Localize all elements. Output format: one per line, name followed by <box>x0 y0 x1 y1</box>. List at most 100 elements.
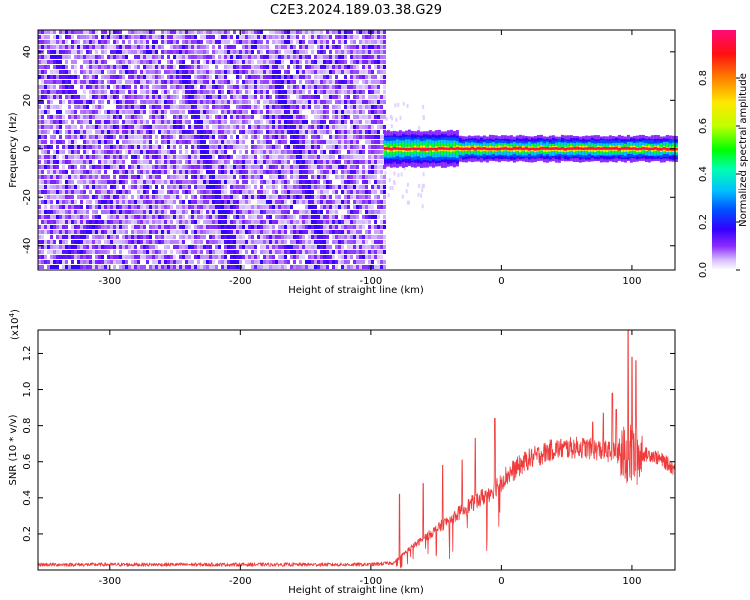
heatmap-cell <box>221 80 224 84</box>
heatmap-cell <box>131 145 134 149</box>
heatmap-cell <box>50 165 53 169</box>
heatmap-cell <box>269 145 272 149</box>
heatmap-cell <box>47 75 50 79</box>
heatmap-cell <box>302 30 305 34</box>
heatmap-cell <box>362 180 365 184</box>
heatmap-cell <box>119 55 122 59</box>
heatmap-cell <box>80 120 83 124</box>
heatmap-cell <box>377 55 380 59</box>
heatmap-cell <box>230 165 233 169</box>
heatmap-cell <box>206 145 209 149</box>
heatmap-cell <box>68 210 71 214</box>
heatmap-cell <box>143 130 146 134</box>
heatmap-cell <box>98 135 101 139</box>
heatmap-cell <box>107 210 110 214</box>
heatmap-cell <box>62 230 65 234</box>
heatmap-cell <box>59 215 62 219</box>
heatmap-cell <box>71 190 74 194</box>
heatmap-cell <box>173 235 176 239</box>
heatmap-cell <box>308 30 311 34</box>
heatmap-cell <box>173 165 176 169</box>
heatmap-cell <box>47 60 50 64</box>
heatmap-cell <box>251 30 254 34</box>
heatmap-cell <box>308 105 311 109</box>
heatmap-cell <box>254 250 257 254</box>
heatmap-cell <box>257 110 260 114</box>
heatmap-cell <box>38 155 41 159</box>
heatmap-cell <box>257 75 260 79</box>
heatmap-cell <box>302 265 305 269</box>
heatmap-cell <box>143 50 146 54</box>
heatmap-cell <box>299 150 302 154</box>
heatmap-cell <box>377 105 380 109</box>
heatmap-cell <box>149 45 152 49</box>
heatmap-cell <box>350 250 353 254</box>
heatmap-cell <box>77 260 80 264</box>
heatmap-cell <box>242 155 245 159</box>
heatmap-cell <box>113 70 116 74</box>
heatmap-cell <box>302 200 305 204</box>
heatmap-cell <box>131 95 134 99</box>
heatmap-cell <box>89 190 92 194</box>
heatmap-cell <box>176 195 179 199</box>
heatmap-cell <box>152 125 155 129</box>
heatmap-cell <box>80 55 83 59</box>
heatmap-cell <box>197 105 200 109</box>
heatmap-cell <box>194 160 197 164</box>
heatmap-cell <box>254 55 257 59</box>
heatmap-cell <box>224 115 227 119</box>
heatmap-cell <box>95 30 98 34</box>
heatmap-cell <box>158 85 161 89</box>
heatmap-cell <box>263 260 266 264</box>
heatmap-cell <box>155 145 158 149</box>
heatmap-cell <box>320 220 323 224</box>
heatmap-cell <box>194 130 197 134</box>
heatmap-cell <box>185 225 188 229</box>
heatmap-cell <box>418 125 421 130</box>
heatmap-cell <box>263 115 266 119</box>
heatmap-cell <box>420 193 423 198</box>
heatmap-cell <box>158 215 161 219</box>
heatmap-cell <box>353 265 356 269</box>
heatmap-cell <box>209 155 212 159</box>
heatmap-cell <box>83 60 86 64</box>
heatmap-cell <box>236 240 239 244</box>
heatmap-cell <box>284 160 287 164</box>
heatmap-cell <box>41 175 44 179</box>
heatmap-cell <box>335 90 338 94</box>
heatmap-cell <box>362 175 365 179</box>
heatmap-cell <box>251 245 254 249</box>
heatmap-cell <box>362 200 365 204</box>
heatmap-cell <box>74 60 77 64</box>
heatmap-cell <box>224 260 227 264</box>
heatmap-cell <box>329 250 332 254</box>
heatmap-cell <box>356 175 359 179</box>
heatmap-cell <box>347 265 350 269</box>
heatmap-cell <box>230 145 233 149</box>
heatmap-cell <box>200 40 203 44</box>
heatmap-cell <box>65 220 68 224</box>
heatmap-cell <box>311 175 314 179</box>
heatmap-cell <box>317 125 320 129</box>
heatmap-cell <box>191 115 194 119</box>
heatmap-cell <box>107 45 110 49</box>
heatmap-cell <box>403 166 406 171</box>
heatmap-cell <box>236 60 239 64</box>
heatmap-cell <box>209 95 212 99</box>
heatmap-cell <box>41 265 44 269</box>
heatmap-cell <box>260 125 263 129</box>
heatmap-cell <box>38 260 41 264</box>
heatmap-cell <box>347 155 350 159</box>
heatmap-cell <box>299 175 302 179</box>
heatmap-cell <box>65 215 68 219</box>
heatmap-cell <box>299 75 302 79</box>
heatmap-cell <box>311 155 314 159</box>
heatmap-cell <box>251 35 254 39</box>
heatmap-cell <box>197 170 200 174</box>
heatmap-cell <box>350 90 353 94</box>
heatmap-cell <box>113 185 116 189</box>
heatmap-cell <box>71 195 74 199</box>
heatmap-cell <box>260 130 263 134</box>
heatmap-cell <box>260 220 263 224</box>
heatmap-cell <box>53 130 56 134</box>
